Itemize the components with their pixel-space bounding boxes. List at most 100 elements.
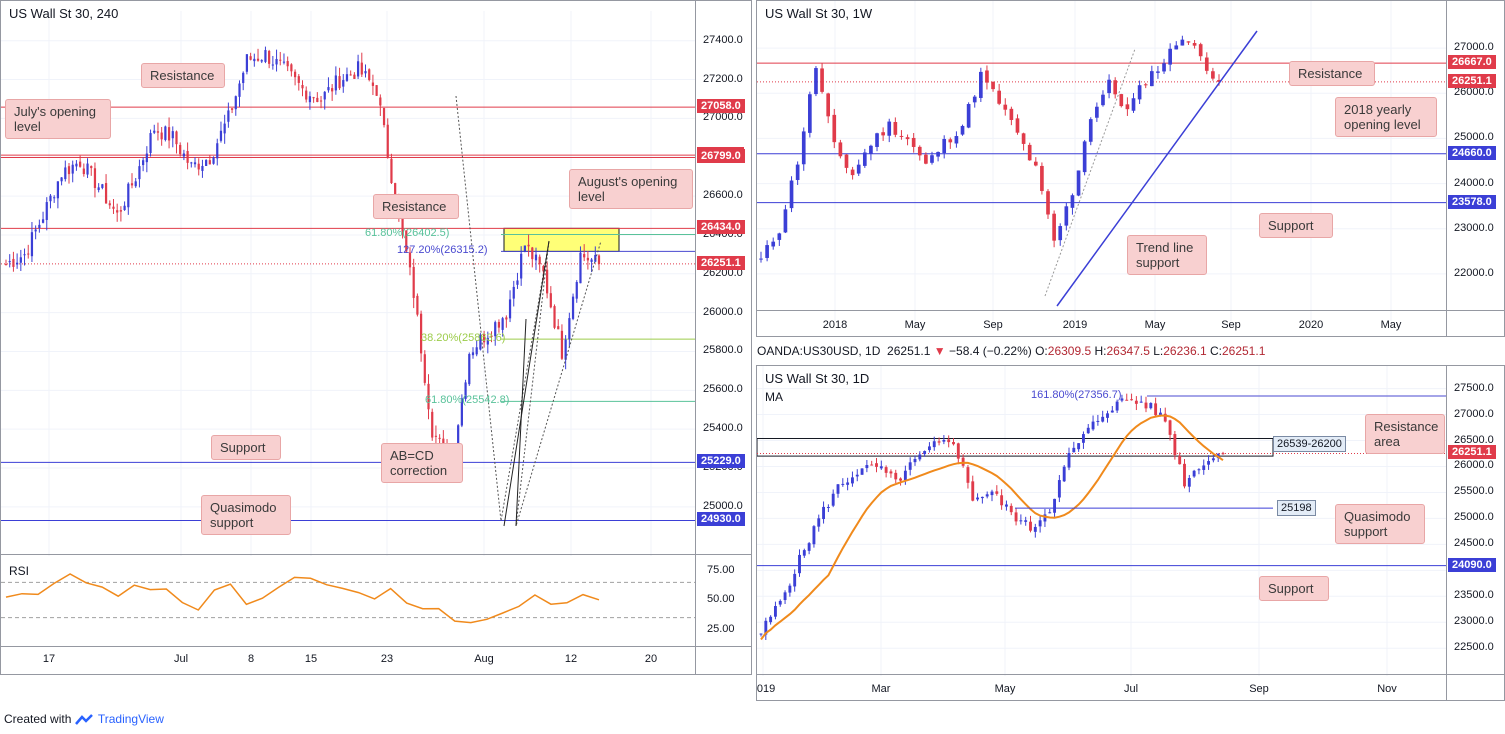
candle-body bbox=[1211, 458, 1215, 461]
candle-body bbox=[419, 313, 423, 354]
price-axis-tick: 26600.0 bbox=[703, 189, 743, 202]
candle-body bbox=[793, 573, 797, 587]
price-axis-tick: 23000.0 bbox=[1454, 615, 1494, 628]
abcd-leg-line bbox=[515, 318, 527, 527]
ohlc-status-line: OANDA:US30USD, 1D 26251.1 ▼ −58.4 (−0.22… bbox=[757, 344, 1265, 358]
candle-body bbox=[1110, 410, 1114, 413]
candle-body bbox=[90, 166, 93, 169]
candle-body bbox=[838, 142, 843, 157]
price-axis-tick: 25400.0 bbox=[703, 422, 743, 435]
candle-body bbox=[386, 124, 389, 158]
rsi-line bbox=[5, 573, 600, 624]
candle-body bbox=[1076, 170, 1081, 196]
candle-body bbox=[1096, 420, 1100, 422]
candle-body bbox=[1003, 104, 1008, 110]
candle-body bbox=[101, 184, 104, 188]
time-axis-tick: Sep bbox=[1221, 319, 1241, 331]
candle-body bbox=[482, 334, 486, 343]
footer-attribution[interactable]: Created with TradingView bbox=[4, 712, 164, 726]
candle-body bbox=[145, 153, 148, 163]
candle-body bbox=[212, 157, 215, 164]
candle-body bbox=[1174, 45, 1179, 50]
price-axis-tick: 25000.0 bbox=[1454, 131, 1494, 144]
candle-body bbox=[966, 104, 971, 128]
candle-body bbox=[850, 169, 855, 176]
candle-body bbox=[795, 164, 800, 180]
candle-body bbox=[353, 74, 356, 79]
price-axis-separator bbox=[1446, 1, 1447, 336]
candle-body bbox=[1178, 455, 1182, 465]
time-axis-tick: Nov bbox=[1377, 683, 1397, 695]
candle-body bbox=[937, 441, 941, 443]
candle-body bbox=[1168, 420, 1172, 435]
candle-body bbox=[1091, 421, 1095, 430]
candle-body bbox=[1062, 466, 1066, 482]
candle-body bbox=[956, 443, 960, 459]
candle-body bbox=[826, 506, 830, 508]
candle-body bbox=[167, 127, 171, 141]
candle-body bbox=[460, 398, 463, 426]
time-axis-tick: May bbox=[1380, 319, 1402, 331]
candle-body bbox=[924, 154, 928, 164]
candle-body bbox=[260, 60, 263, 62]
candle-body bbox=[1163, 413, 1167, 422]
candle-body bbox=[179, 144, 182, 155]
candle-body bbox=[1027, 144, 1032, 161]
candle-body bbox=[1120, 398, 1124, 401]
candle-body bbox=[390, 158, 393, 184]
candle-body bbox=[571, 296, 575, 319]
candle-body bbox=[836, 484, 840, 494]
candle-body bbox=[538, 256, 541, 265]
candle-body bbox=[242, 72, 245, 84]
candle-body bbox=[1095, 106, 1099, 118]
candle-body bbox=[160, 132, 163, 140]
price-axis-tick: 25000.0 bbox=[1454, 511, 1494, 524]
candle-body bbox=[345, 74, 349, 81]
candle-body bbox=[985, 70, 989, 83]
chart-panel-daily[interactable]: US Wall St 30, 1D MA 27500.0 27000.0 26500… bbox=[756, 365, 1505, 701]
rsi-tick: 75.00 bbox=[707, 564, 735, 576]
candle-body bbox=[553, 306, 556, 328]
candle-body bbox=[153, 130, 156, 133]
price-axis-tick: 23000.0 bbox=[1454, 221, 1494, 234]
candle-body bbox=[884, 467, 888, 473]
candle-body bbox=[479, 334, 482, 350]
candle-body bbox=[405, 230, 408, 252]
chart-title: US Wall St 30, 1D bbox=[765, 371, 870, 386]
candle-body bbox=[972, 96, 977, 103]
candle-body bbox=[86, 163, 89, 175]
candle-body bbox=[1192, 470, 1196, 477]
candle-body bbox=[826, 93, 831, 117]
trend-line-support bbox=[1056, 30, 1258, 307]
candle-body bbox=[1207, 461, 1211, 465]
callout-abcd-correction: AB=CD correction bbox=[381, 443, 463, 483]
candle-body bbox=[319, 100, 323, 102]
chart-panel-4h[interactable]: US Wall St 30, 240 27400.0 27200.0 27000.0… bbox=[0, 0, 752, 675]
candle-body bbox=[980, 496, 984, 499]
price-axis-tick: 26000.0 bbox=[1454, 86, 1494, 99]
abcd-leg-line bbox=[503, 240, 550, 527]
candle-body bbox=[801, 131, 806, 165]
candle-body bbox=[1029, 521, 1032, 531]
candle-body bbox=[1048, 512, 1052, 514]
candle-body bbox=[808, 94, 812, 133]
candle-body bbox=[382, 108, 386, 126]
candle-body bbox=[442, 438, 445, 447]
candle-body bbox=[564, 339, 567, 360]
price-tag: 24090.0 bbox=[1448, 557, 1496, 572]
candle-body bbox=[948, 139, 953, 143]
triangle-down-icon: ▼ bbox=[933, 344, 946, 358]
rsi-tick: 50.00 bbox=[707, 593, 735, 605]
candle-body bbox=[416, 295, 419, 315]
chart-panel-weekly[interactable]: US Wall St 30, 1W 27000.0 26000.0 25000.0 2… bbox=[756, 0, 1505, 337]
chart-4h-svg bbox=[1, 11, 695, 624]
candle-body bbox=[30, 232, 34, 257]
price-axis-tick: 25000.0 bbox=[703, 499, 743, 512]
candle-body bbox=[764, 620, 768, 635]
candle-body bbox=[783, 592, 787, 601]
candle-body bbox=[531, 247, 534, 260]
candle-body bbox=[175, 131, 178, 145]
candle-body bbox=[1187, 477, 1191, 487]
candle-body bbox=[375, 85, 378, 96]
candle-body bbox=[831, 493, 835, 506]
